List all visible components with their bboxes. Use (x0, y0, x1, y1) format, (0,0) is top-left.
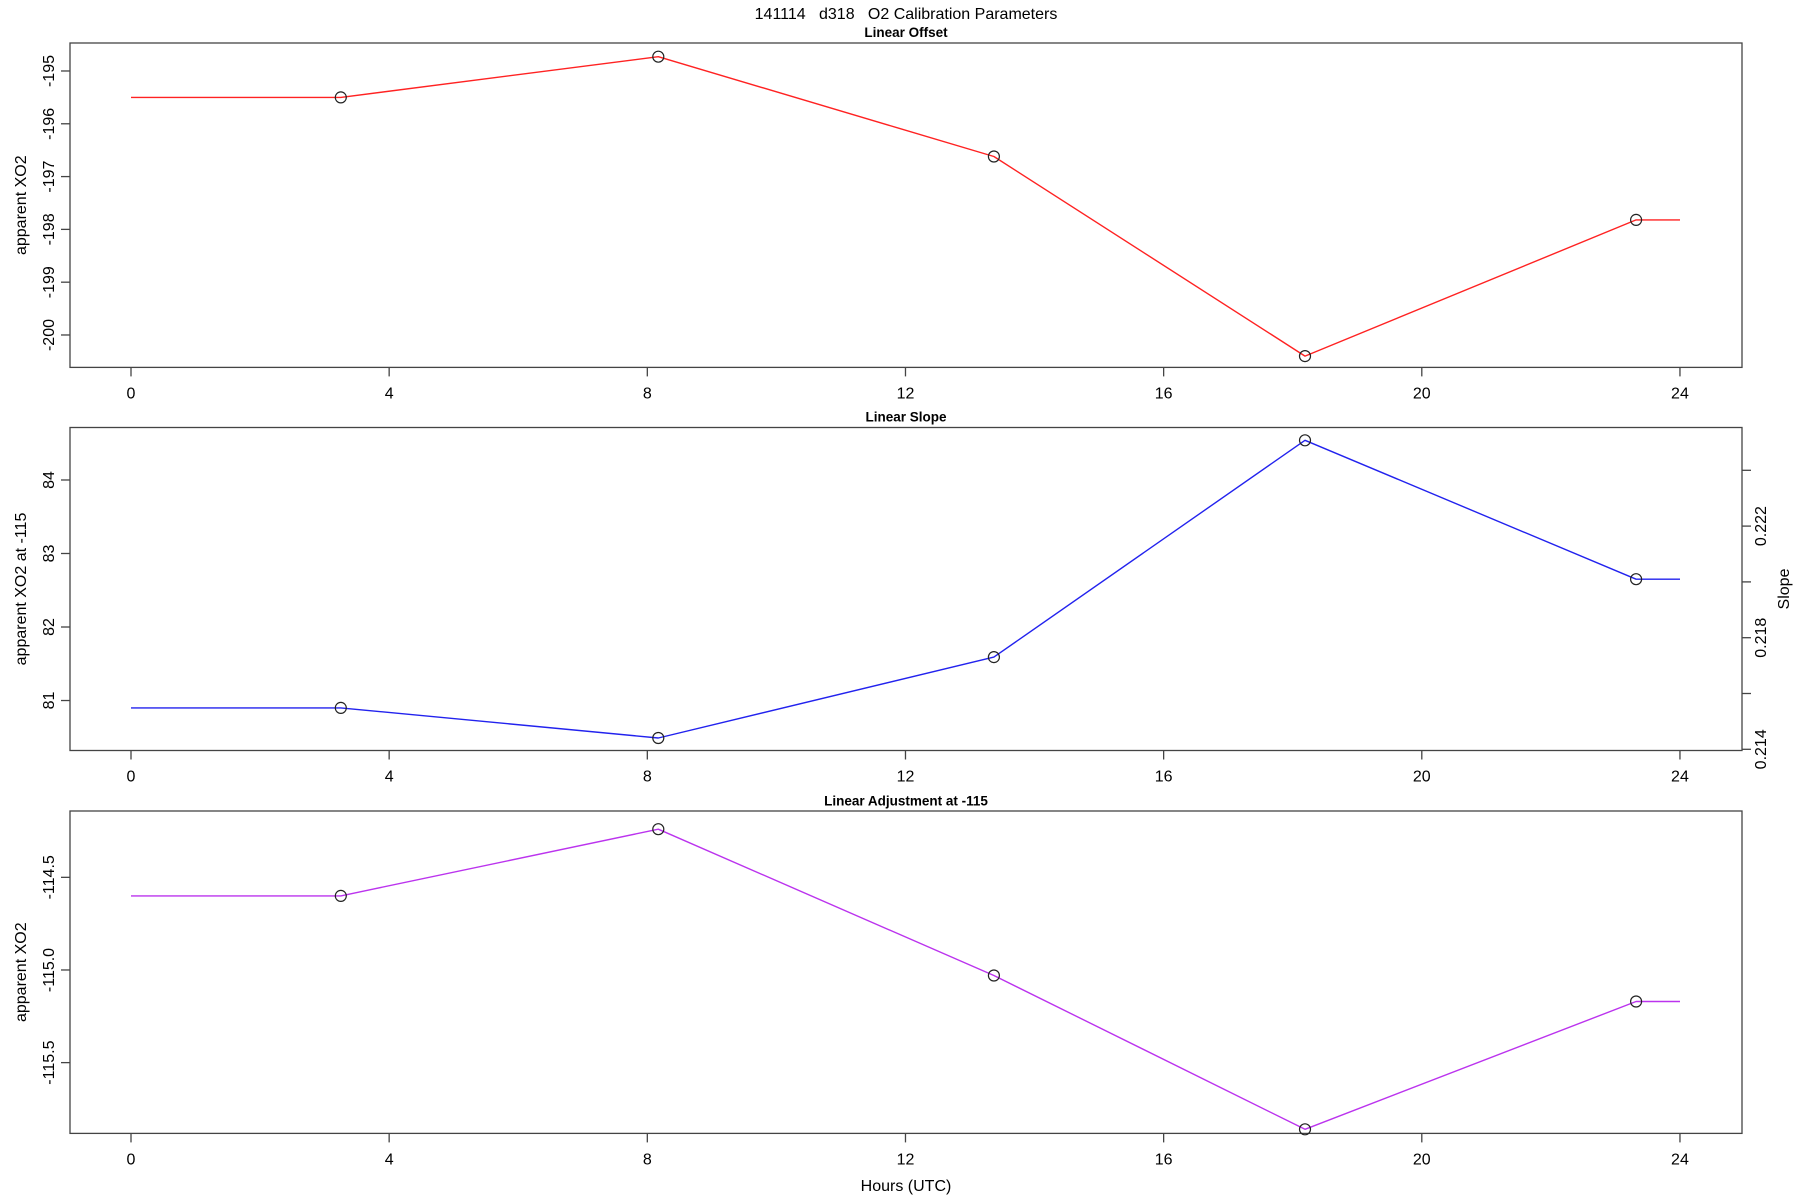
data-point-marker (987, 969, 1001, 982)
data-point-marker (1629, 995, 1643, 1008)
plot-box (69, 426, 1743, 752)
x-tick-label: 12 (897, 385, 915, 402)
x-tick-label: 20 (1413, 1151, 1431, 1168)
data-point-marker (334, 889, 347, 903)
y-tick-label: 83 (41, 545, 58, 563)
y-tick-label: -195 (41, 55, 58, 87)
x-tick-label: 16 (1155, 769, 1173, 786)
main-title: 141114 d318 O2 Calibration Parameters (755, 6, 1058, 23)
y2-axis-title: Slope (1776, 568, 1793, 609)
panel-linear-offset: Linear Offset -195 -196 -197 -198 -199 -200 app… (13, 25, 1743, 402)
x-tick-label: 20 (1413, 769, 1431, 786)
y2-tick-label: 0.222 (1753, 506, 1770, 546)
series-line (131, 828, 1680, 1131)
panel-title: Linear Adjustment at -115 (824, 794, 988, 809)
x-tick-label: 24 (1671, 385, 1689, 402)
panel-title: Linear Slope (865, 410, 947, 425)
series-line (131, 439, 1680, 739)
y-tick-label: -198 (41, 213, 58, 245)
x-axis-title: Hours (UTC) (861, 1178, 952, 1195)
y-tick-label: -200 (41, 319, 58, 351)
data-point-marker (1629, 213, 1643, 226)
y-tick-label: 84 (41, 471, 58, 489)
y-tick-label: 81 (41, 692, 58, 710)
x-tick-label: 0 (127, 769, 136, 786)
panel-title: Linear Offset (864, 25, 948, 40)
x-tick-label: 24 (1671, 769, 1689, 786)
data-point-marker (334, 701, 347, 715)
x-tick-label: 24 (1671, 1151, 1689, 1168)
data-point-marker (652, 823, 665, 836)
y2-tick-label: 0.214 (1753, 729, 1770, 769)
plot-box (69, 810, 1743, 1135)
x-tick-label: 4 (385, 385, 394, 402)
series-line (131, 56, 1680, 357)
data-point-marker (1298, 434, 1312, 447)
y-axis-title: apparent XO2 at -115 (13, 513, 30, 666)
data-point-marker (987, 650, 1001, 664)
y2-tick-label: 0.218 (1753, 618, 1770, 658)
x-tick-label: 4 (385, 769, 394, 786)
x-tick-label: 4 (385, 1151, 394, 1168)
y-tick-label: 82 (41, 618, 58, 636)
data-point-marker (334, 91, 347, 104)
x-tick-label: 0 (127, 385, 136, 402)
x-tick-label: 12 (897, 769, 915, 786)
x-tick-label: 16 (1155, 385, 1173, 402)
data-point-marker (1298, 350, 1312, 363)
panel-linear-adjustment-at-115: Linear Adjustment at -115 -114.5 -115.0 -11… (13, 794, 1743, 1168)
x-tick-label: 0 (127, 1151, 136, 1168)
y-tick-label: -115.0 (41, 948, 58, 992)
y-axis-title: apparent XO2 (13, 155, 30, 255)
x-tick-label: 20 (1413, 385, 1431, 402)
data-point-marker (652, 50, 665, 63)
plot-box (69, 42, 1743, 369)
y-axis-title: apparent XO2 (13, 922, 30, 1022)
x-tick-label: 12 (897, 1151, 915, 1168)
y-tick-label: -197 (41, 160, 58, 192)
data-point-marker (1629, 573, 1643, 586)
data-point-marker (987, 150, 1001, 163)
y-tick-label: -114.5 (41, 855, 58, 899)
y-tick-label: -199 (41, 266, 58, 298)
x-tick-label: 8 (643, 769, 652, 786)
data-point-marker (1298, 1123, 1312, 1136)
y-tick-label: -196 (41, 108, 58, 140)
x-tick-label: 8 (643, 385, 652, 402)
data-point-marker (652, 731, 665, 745)
y-tick-label: -115.5 (41, 1040, 58, 1084)
x-tick-label: 16 (1155, 1151, 1173, 1168)
x-tick-label: 8 (643, 1151, 652, 1168)
